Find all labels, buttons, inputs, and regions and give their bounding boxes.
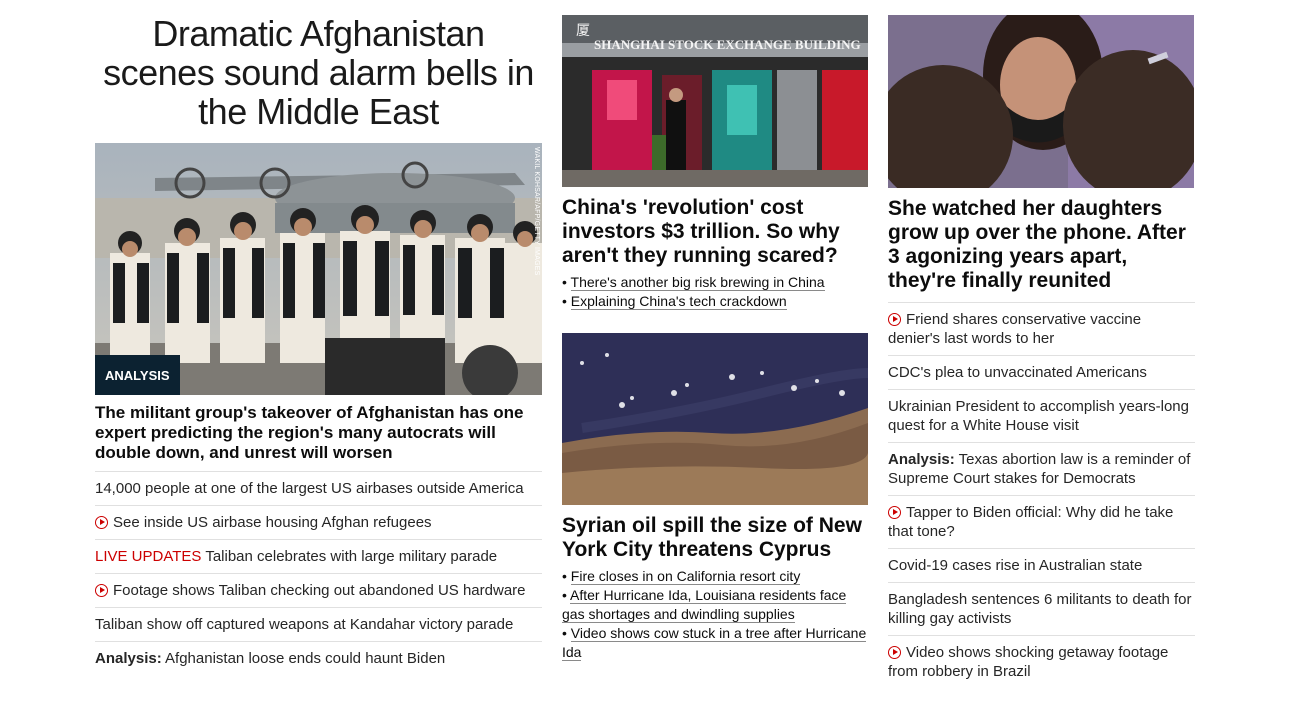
list-item[interactable]: Taliban show off captured weapons at Kan… bbox=[95, 607, 542, 641]
middle-column: 厦 SHANGHAI STOCK EXCHANGE BUILDING China… bbox=[562, 15, 868, 662]
sign-glyph: 厦 bbox=[576, 24, 590, 39]
related-links-list: 14,000 people at one of the largest US a… bbox=[95, 471, 542, 675]
china-story-image[interactable]: 厦 SHANGHAI STOCK EXCHANGE BUILDING bbox=[562, 15, 868, 187]
play-circle-icon bbox=[888, 506, 901, 519]
taliban-group-photo bbox=[95, 143, 542, 395]
list-item[interactable]: 14,000 people at one of the largest US a… bbox=[95, 471, 542, 505]
reunion-story-image[interactable] bbox=[888, 15, 1194, 188]
list-item[interactable]: Analysis: Texas abortion law is a remind… bbox=[888, 442, 1195, 495]
list-item[interactable]: Fire closes in on California resort city bbox=[562, 567, 868, 586]
list-item[interactable]: Analysis: Afghanistan loose ends could h… bbox=[95, 641, 542, 675]
photo-credit: WAKIL KOHSAR/AFP/GETTY IMAGES bbox=[533, 147, 540, 276]
sign-text: SHANGHAI STOCK EXCHANGE BUILDING bbox=[594, 37, 861, 52]
lead-subheadline[interactable]: The militant group's takeover of Afghani… bbox=[95, 403, 524, 462]
satellite-oil-spill-photo bbox=[562, 333, 868, 505]
list-item[interactable]: After Hurricane Ida, Louisiana residents… bbox=[562, 586, 868, 624]
live-updates-label: LIVE UPDATES bbox=[95, 548, 202, 565]
lead-story-column: Dramatic Afghanistan scenes sound alarm … bbox=[95, 14, 542, 675]
list-item[interactable]: Explaining China's tech crackdown bbox=[562, 292, 868, 311]
right-column: She watched her daughters grow up over t… bbox=[888, 15, 1195, 688]
play-circle-icon bbox=[888, 646, 901, 659]
list-item[interactable]: Tapper to Biden official: Why did he tak… bbox=[888, 495, 1195, 548]
play-circle-icon bbox=[888, 313, 901, 326]
analysis-label: Analysis: bbox=[888, 451, 955, 468]
list-item[interactable]: Video shows shocking getaway footage fro… bbox=[888, 635, 1195, 688]
list-item[interactable]: Footage shows Taliban checking out aband… bbox=[95, 573, 542, 607]
list-item[interactable]: Friend shares conservative vaccine denie… bbox=[888, 302, 1195, 355]
analysis-label: Analysis: bbox=[95, 650, 162, 667]
list-item[interactable]: There's another big risk brewing in Chin… bbox=[562, 273, 868, 292]
syria-story-title[interactable]: Syrian oil spill the size of New York Ci… bbox=[562, 514, 862, 561]
list-item[interactable]: Bangladesh sentences 6 militants to deat… bbox=[888, 582, 1195, 635]
list-item[interactable]: Ukrainian President to accomplish years-… bbox=[888, 389, 1195, 442]
china-story-card: 厦 SHANGHAI STOCK EXCHANGE BUILDING China… bbox=[562, 15, 868, 311]
list-item[interactable]: Covid-19 cases rise in Australian state bbox=[888, 548, 1195, 582]
syria-related-links: Fire closes in on California resort city… bbox=[562, 567, 868, 662]
lead-story-image[interactable]: WAKIL KOHSAR/AFP/GETTY IMAGES ANALYSIS bbox=[95, 143, 542, 395]
lead-headline[interactable]: Dramatic Afghanistan scenes sound alarm … bbox=[103, 13, 534, 132]
more-news-list: Friend shares conservative vaccine denie… bbox=[888, 302, 1195, 688]
list-item[interactable]: CDC's plea to unvaccinated Americans bbox=[888, 355, 1195, 389]
reunion-story-title[interactable]: She watched her daughters grow up over t… bbox=[888, 197, 1186, 292]
china-story-title[interactable]: China's 'revolution' cost investors $3 t… bbox=[562, 196, 840, 267]
syria-story-card: Syrian oil spill the size of New York Ci… bbox=[562, 333, 868, 662]
play-circle-icon bbox=[95, 584, 108, 597]
analysis-badge: ANALYSIS bbox=[95, 355, 180, 395]
list-item[interactable]: See inside US airbase housing Afghan ref… bbox=[95, 505, 542, 539]
syria-story-image[interactable] bbox=[562, 333, 868, 505]
list-item[interactable]: LIVE UPDATES Taliban celebrates with lar… bbox=[95, 539, 542, 573]
list-item[interactable]: Video shows cow stuck in a tree after Hu… bbox=[562, 624, 868, 662]
family-reunion-photo bbox=[888, 15, 1194, 188]
play-circle-icon bbox=[95, 516, 108, 529]
stock-exchange-photo: 厦 SHANGHAI STOCK EXCHANGE BUILDING bbox=[562, 15, 868, 187]
china-related-links: There's another big risk brewing in Chin… bbox=[562, 273, 868, 311]
